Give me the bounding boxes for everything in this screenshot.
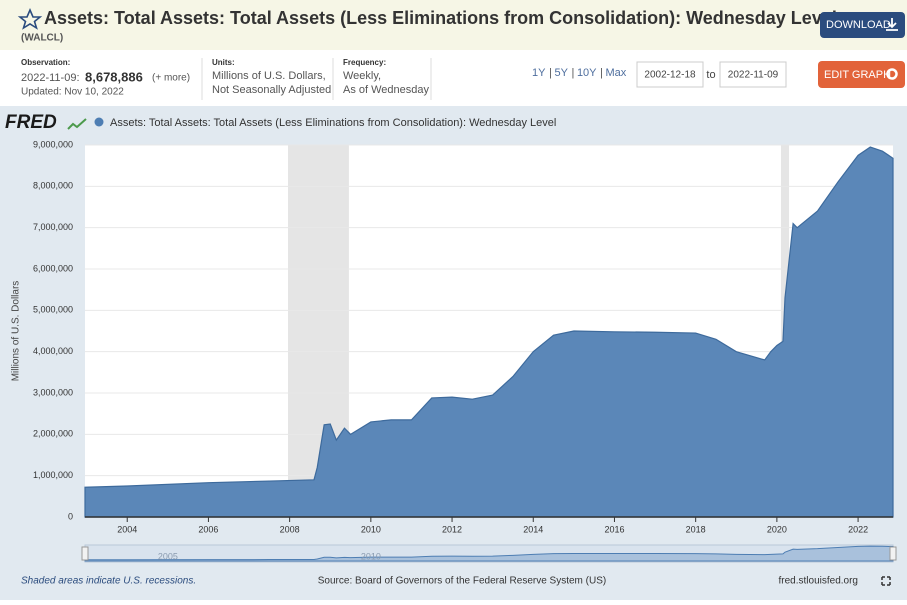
date-to: 2022-11-09 — [728, 70, 779, 81]
y-tick-label: 1,000,000 — [33, 470, 73, 480]
units-2: Not Seasonally Adjusted — [212, 84, 331, 96]
y-tick-label: 3,000,000 — [33, 387, 73, 397]
source: Source: Board of Governors of the Federa… — [318, 576, 606, 587]
range-button[interactable]: Max — [606, 67, 627, 79]
date-to-input[interactable] — [719, 61, 787, 88]
x-tick-label: 2008 — [280, 524, 300, 534]
x-tick-label: 2006 — [198, 524, 218, 534]
x-tick-label: 2004 — [117, 524, 137, 534]
y-axis-label: Millions of U.S. Dollars — [11, 281, 22, 382]
site: fred.stlouisfed.org — [779, 576, 859, 587]
x-tick-label: 2022 — [848, 524, 868, 534]
date-from: 2002-12-18 — [644, 70, 696, 81]
navigator-label: 2005 — [158, 551, 178, 561]
more-link[interactable]: (+ more) — [152, 73, 190, 84]
x-tick-label: 2016 — [604, 524, 624, 534]
y-tick-label: 5,000,000 — [33, 305, 73, 315]
navigator-handle[interactable] — [889, 546, 897, 561]
navigator-label: 2010 — [361, 551, 381, 561]
frequency-2: As of Wednesday — [343, 84, 430, 96]
series-id: (WALCL) — [21, 33, 63, 44]
edit-graph-button[interactable] — [818, 61, 905, 88]
logo: FRED — [5, 112, 57, 133]
y-tick-label: 6,000,000 — [33, 263, 73, 273]
y-tick-label: 7,000,000 — [33, 222, 73, 232]
navigator-series — [84, 545, 894, 562]
legend-label: Assets: Total Assets: Total Assets (Less… — [110, 117, 556, 129]
y-tick-label: 2,000,000 — [33, 429, 73, 439]
x-tick-label: 2014 — [523, 524, 543, 534]
navigator-handle[interactable] — [81, 546, 89, 561]
updated: Updated: Nov 10, 2022 — [21, 87, 124, 98]
frequency-1: Weekly, — [343, 70, 381, 82]
range-button[interactable]: 1Y — [532, 67, 546, 79]
download-button[interactable] — [820, 12, 905, 38]
y-tick-label: 9,000,000 — [33, 139, 73, 149]
to-label: to — [706, 69, 715, 81]
range-button[interactable]: 10Y — [577, 67, 597, 79]
edit-graph-label: EDIT GRAPH — [824, 69, 891, 81]
units-label: Units: — [212, 58, 235, 67]
recession-note: Shaded areas indicate U.S. recessions. — [21, 576, 196, 587]
units-1: Millions of U.S. Dollars, — [212, 70, 326, 82]
x-tick-label: 2010 — [361, 524, 381, 534]
header-band — [0, 0, 907, 50]
download-icon — [886, 18, 898, 31]
gear-icon — [886, 68, 898, 80]
fullscreen-icon[interactable] — [881, 576, 891, 586]
observation-label: Observation: — [21, 58, 70, 67]
y-tick-label: 4,000,000 — [33, 346, 73, 356]
y-tick-label: 0 — [68, 511, 73, 521]
x-tick-label: 2018 — [686, 524, 706, 534]
range-separator: | — [572, 67, 575, 79]
favorite-star[interactable] — [17, 7, 43, 30]
x-tick-label: 2020 — [767, 524, 787, 534]
range-separator: | — [549, 67, 552, 79]
observation-value: 8,678,886 — [85, 69, 143, 84]
date-from-input[interactable] — [636, 61, 704, 88]
x-tick-label: 2012 — [442, 524, 462, 534]
title: Assets: Total Assets: Total Assets (Less… — [44, 8, 837, 28]
range-button[interactable]: 5Y — [554, 67, 568, 79]
area — [84, 146, 894, 518]
observation-date: 2022-11-09: — [21, 72, 80, 84]
download-label: DOWNLOAD — [826, 19, 891, 31]
y-tick-label: 8,000,000 — [33, 181, 73, 191]
legend-swatch — [94, 117, 104, 127]
frequency-label: Frequency: — [343, 58, 386, 67]
range-separator: | — [600, 67, 603, 79]
logo-mark — [67, 118, 87, 130]
